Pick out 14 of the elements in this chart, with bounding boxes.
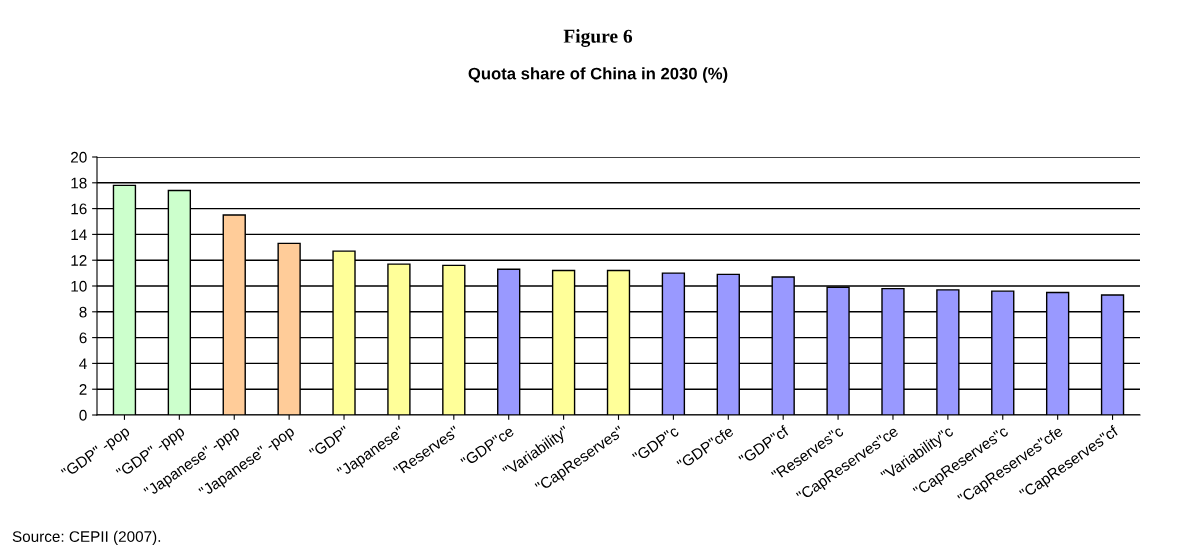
chart-subtitle: Quota share of China in 2030 (%) — [468, 67, 728, 83]
y-tick-label: 2 — [79, 384, 87, 395]
source-note: Source: CEPII (2007). — [12, 530, 161, 545]
y-tick-label: 12 — [71, 255, 87, 266]
y-tick-label: 10 — [71, 280, 87, 292]
y-tick-label: 20 — [71, 151, 87, 163]
y-tick-label: 14 — [71, 229, 87, 240]
y-tick-label: 8 — [79, 306, 87, 318]
y-tick-label: 4 — [79, 358, 87, 369]
y-tick-label: 16 — [71, 203, 87, 215]
y-tick-label: 18 — [71, 177, 87, 189]
y-tick-label: 0 — [79, 409, 87, 421]
chart-title: Figure 6 — [563, 29, 633, 47]
y-tick-label: 6 — [79, 332, 87, 344]
